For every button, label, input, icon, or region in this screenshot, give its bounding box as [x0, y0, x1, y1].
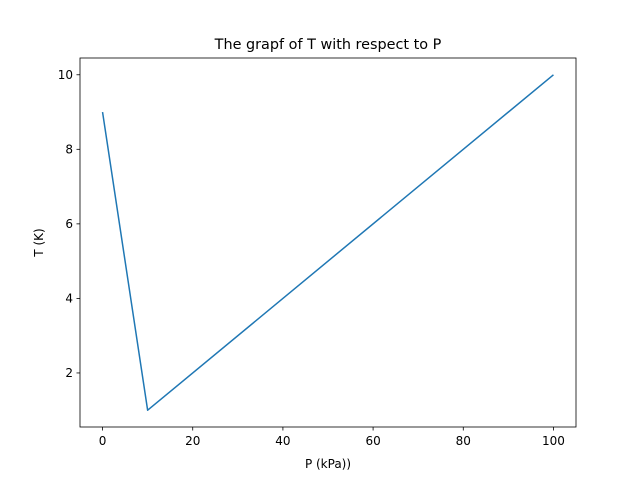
y-tick-label: 6 [65, 217, 73, 231]
series-line [101, 74, 554, 411]
x-tick-label: 60 [365, 434, 380, 448]
y-axis: 2 4 6 8 10 [58, 68, 80, 380]
x-tick-label: 0 [99, 434, 107, 448]
plot-area [101, 74, 554, 411]
y-tick-label: 8 [65, 143, 73, 157]
x-tick-label: 100 [542, 434, 565, 448]
y-tick-label: 2 [65, 366, 73, 380]
x-axis: 0 20 40 60 80 100 [99, 427, 565, 448]
y-tick-label: 4 [65, 292, 73, 306]
x-tick-label: 40 [275, 434, 290, 448]
y-tick-label: 10 [58, 68, 73, 82]
x-axis-label: P (kPa)) [305, 457, 351, 471]
chart-title: The grapf of T with respect to P [214, 37, 442, 53]
axes-frame [79, 57, 577, 428]
x-tick-label: 20 [185, 434, 200, 448]
y-axis-label: T (K) [32, 228, 46, 257]
x-tick-label: 80 [456, 434, 471, 448]
